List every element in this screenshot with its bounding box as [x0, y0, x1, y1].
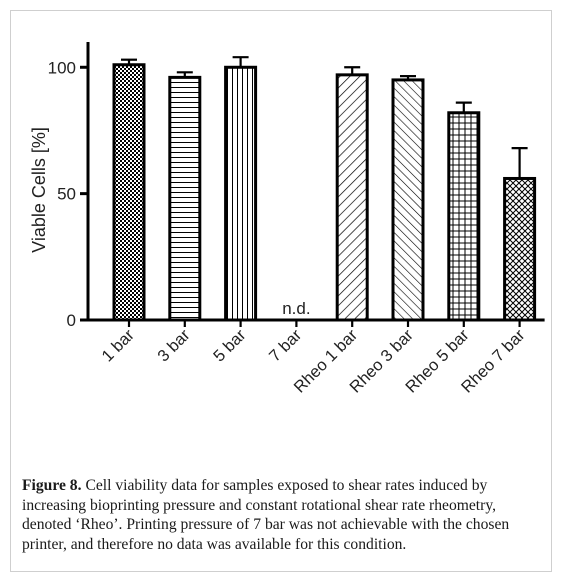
x-tick-label: 1 bar [99, 326, 139, 366]
bar [168, 75, 202, 322]
figure-caption: Figure 8. Cell viability data for samples… [22, 476, 530, 554]
y-axis-label: Viable Cells [%] [29, 127, 49, 253]
x-tick-label: 3 bar [154, 326, 194, 366]
bar [335, 73, 369, 322]
caption-text: Cell viability data for samples exposed … [22, 477, 510, 553]
bar [391, 78, 425, 322]
y-tick-label: 50 [57, 185, 76, 204]
x-tick-label: 7 bar [266, 326, 306, 366]
bar [503, 176, 537, 322]
bar [447, 111, 481, 322]
annotation-nd: n.d. [282, 299, 310, 318]
bar [224, 65, 258, 322]
bar [112, 63, 146, 322]
caption-label: Figure 8. [22, 477, 82, 494]
x-tick-label: 5 bar [210, 326, 250, 366]
y-tick-label: 0 [67, 311, 76, 330]
y-tick-label: 100 [48, 58, 76, 77]
bar-chart: Viable Cells [%] 0 50 100 1 bar 3 bar 5 bar 7 … [29, 42, 545, 397]
